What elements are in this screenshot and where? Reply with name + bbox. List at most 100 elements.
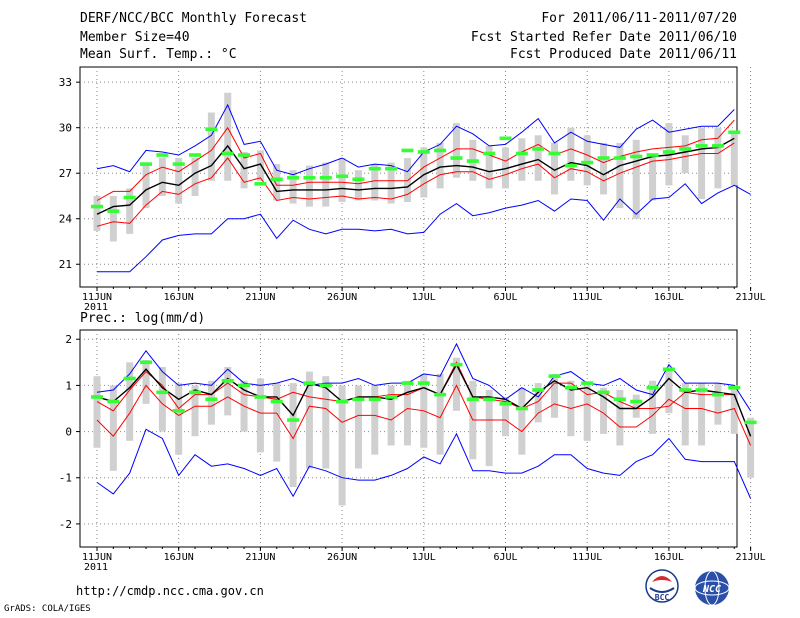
temp-spread-bar [452, 123, 460, 178]
temp-ensemble-mean-marker [728, 130, 741, 135]
temp-ensemble-mean-marker [352, 177, 365, 182]
prec-spread-bar [632, 394, 640, 418]
source-url: http://cmdp.ncc.cma.gov.cn [76, 584, 264, 598]
temp-ensemble-mean-marker [303, 175, 316, 180]
prec-spread-bar [518, 387, 526, 455]
temp-ensemble-mean-marker [662, 150, 675, 154]
prec-spread-bar [485, 390, 493, 467]
prec-ensemble-mean-marker [532, 388, 545, 392]
temp-x-tick-label: 16JUL [654, 292, 684, 303]
temp-spread-bar [681, 135, 689, 174]
temp-spread-bar [338, 158, 346, 203]
temp-ensemble-mean-marker [238, 153, 251, 157]
prec-ensemble-mean-marker [156, 390, 169, 395]
temp-ensemble-mean-marker [564, 163, 577, 168]
temp-ensemble-mean-marker [581, 160, 594, 165]
prec-spread-bar [338, 385, 346, 506]
prec-ensemble-mean-marker [385, 395, 398, 399]
prec-ensemble-mean-marker [450, 362, 463, 367]
prec-year-label: 2011 [84, 562, 108, 573]
temp-spread-bar [289, 170, 297, 204]
temp-ensemble-mean-marker [270, 177, 283, 182]
prec-max-line [96, 342, 752, 412]
prec-ensemble-mean-marker [646, 385, 659, 390]
prec-spread-bar [583, 385, 591, 441]
temp-ensemble-mean-marker [613, 156, 626, 160]
temp-ensemble-mean-marker [385, 166, 398, 171]
temp-spread-bar [485, 145, 493, 189]
prec-spread-bar [452, 357, 460, 411]
svg-text:NCC: NCC [702, 584, 721, 595]
prec-ensemble-mean-marker [205, 397, 218, 402]
temp-x-tick-label: 11JUN [82, 292, 112, 303]
temp-y-tick-label: 27 [59, 167, 72, 180]
temp-spread-bar [158, 158, 166, 196]
prec-x-tick-label: 21JUL [736, 552, 766, 563]
prec-x-tick-label: 21JUN [245, 552, 275, 563]
prec-spread-bar [126, 362, 134, 441]
temp-y-tick-label: 24 [59, 213, 73, 226]
prec-ensemble-mean-marker [123, 376, 136, 381]
prec-ensemble-mean-marker [270, 399, 283, 404]
temp-spread-bar [632, 139, 640, 219]
prec-ensemble-mean-marker [711, 392, 724, 397]
temp-spread-bar [698, 127, 706, 199]
temp-ensemble-mean-marker [336, 174, 349, 179]
grads-credit: GrADS: COLA/IGES [4, 604, 91, 614]
prec-spread-bar [256, 378, 264, 453]
prec-ensemble-mean-marker [728, 385, 741, 390]
ncc-logo: NCC [694, 570, 730, 606]
prec-ensemble-mean-marker [564, 385, 577, 390]
prec-ensemble-mean-marker [91, 395, 103, 399]
prec-ensemble-mean-marker [434, 392, 447, 397]
temp-spread-bar [600, 142, 608, 195]
prec-spread-bar [665, 369, 673, 414]
temp-spread-bar [420, 147, 428, 198]
prec-spread-bar [403, 380, 411, 446]
temp-spread-bar [322, 162, 330, 207]
prec-spread-bar [698, 383, 706, 446]
prec-spread-bar [158, 366, 166, 432]
prec-spread-bar [191, 385, 199, 437]
temp-ensemble-mean-marker [401, 148, 414, 153]
temp-spread-bar [126, 188, 134, 234]
temp-ensemble-mean-marker [91, 204, 103, 209]
prec-ensemble-mean-marker [630, 399, 643, 404]
prec-spread-bar [387, 385, 395, 446]
prec-ensemble-mean-marker [548, 374, 561, 378]
prec-ensemble-mean-marker [254, 395, 267, 399]
temp-ensemble-mean-marker [287, 175, 300, 180]
temp-ensemble-mean-marker [417, 150, 430, 154]
temp-y-tick-label: 21 [59, 258, 72, 271]
temp-ensemble-mean-marker [711, 144, 724, 148]
temp-min-line [97, 183, 751, 273]
temp-ensemble-mean-marker [123, 195, 136, 200]
prec-ensemble-mean-marker [221, 378, 234, 383]
temp-spread-bar [518, 138, 526, 181]
prec-spread-bar [354, 385, 362, 469]
prec-spread-bar [649, 380, 657, 434]
temp-ensemble-mean-marker [319, 175, 332, 180]
temp-max-line [96, 103, 735, 176]
prec-ensemble-mean-marker [662, 367, 675, 372]
prec-spread-bar [714, 383, 722, 425]
prec-ensemble-mean-marker [368, 397, 381, 402]
temp-ensemble-mean-marker [597, 156, 610, 160]
temp-ensemble-mean-marker [515, 151, 528, 156]
svg-text:BCC: BCC [655, 593, 670, 602]
temp-upper-quartile-line [96, 119, 735, 201]
prec-ensemble-mean-marker [319, 383, 332, 388]
prec-ensemble-mean-marker [499, 402, 512, 406]
temp-y-tick-label: 33 [59, 76, 72, 89]
prec-spread-bar [207, 380, 215, 425]
temp-spread-bar [714, 127, 722, 189]
temp-x-tick-label: 6JUL [493, 292, 517, 303]
prec-x-tick-label: 11JUN [82, 552, 112, 563]
prec-ensemble-mean-marker [107, 399, 120, 404]
temp-spread-bar [502, 147, 509, 189]
temp-ensemble-mean-marker [434, 148, 447, 153]
prec-ensemble-mean-marker [336, 399, 349, 404]
chart-title: DERF/NCC/BCC Monthly Forecast [80, 11, 307, 26]
prec-spread-bar [142, 360, 150, 404]
